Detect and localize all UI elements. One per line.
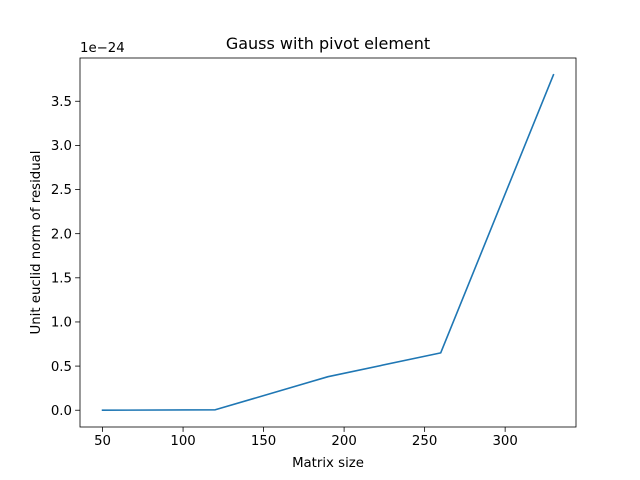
- y-axis-label: Unit euclid norm of residual: [29, 151, 44, 335]
- y-axis-offset-label: 1e−24: [80, 41, 125, 56]
- y-tick-label: 3.5: [51, 95, 72, 110]
- x-tick-label: 200: [331, 434, 356, 449]
- y-axis: 0.0 0.5 1.0 1.5 2.0 2.5 3.0 3.5: [51, 95, 80, 419]
- y-tick-label: 2.0: [51, 227, 72, 242]
- plot-area-background: [80, 58, 576, 427]
- y-tick-label: 3.0: [51, 139, 72, 154]
- x-tick-label: 50: [94, 434, 111, 449]
- y-tick-label: 1.0: [51, 316, 72, 331]
- plot-frame: [79, 57, 577, 428]
- x-tick-label: 100: [170, 434, 195, 449]
- x-tick-label: 250: [412, 434, 437, 449]
- y-tick-label: 2.5: [51, 183, 72, 198]
- series-layer: [101, 73, 555, 412]
- x-axis: 50 100 150 200 250 300: [94, 427, 518, 449]
- x-axis-label: Matrix size: [292, 456, 364, 471]
- x-tick-label: 300: [492, 434, 517, 449]
- y-tick-label: 0.5: [51, 360, 72, 375]
- series-line: [101, 73, 555, 412]
- y-tick-label: 1.5: [51, 272, 72, 287]
- y-tick-label: 0.0: [51, 404, 72, 419]
- chart-title: Gauss with pivot element: [226, 34, 430, 53]
- x-tick-label: 150: [251, 434, 276, 449]
